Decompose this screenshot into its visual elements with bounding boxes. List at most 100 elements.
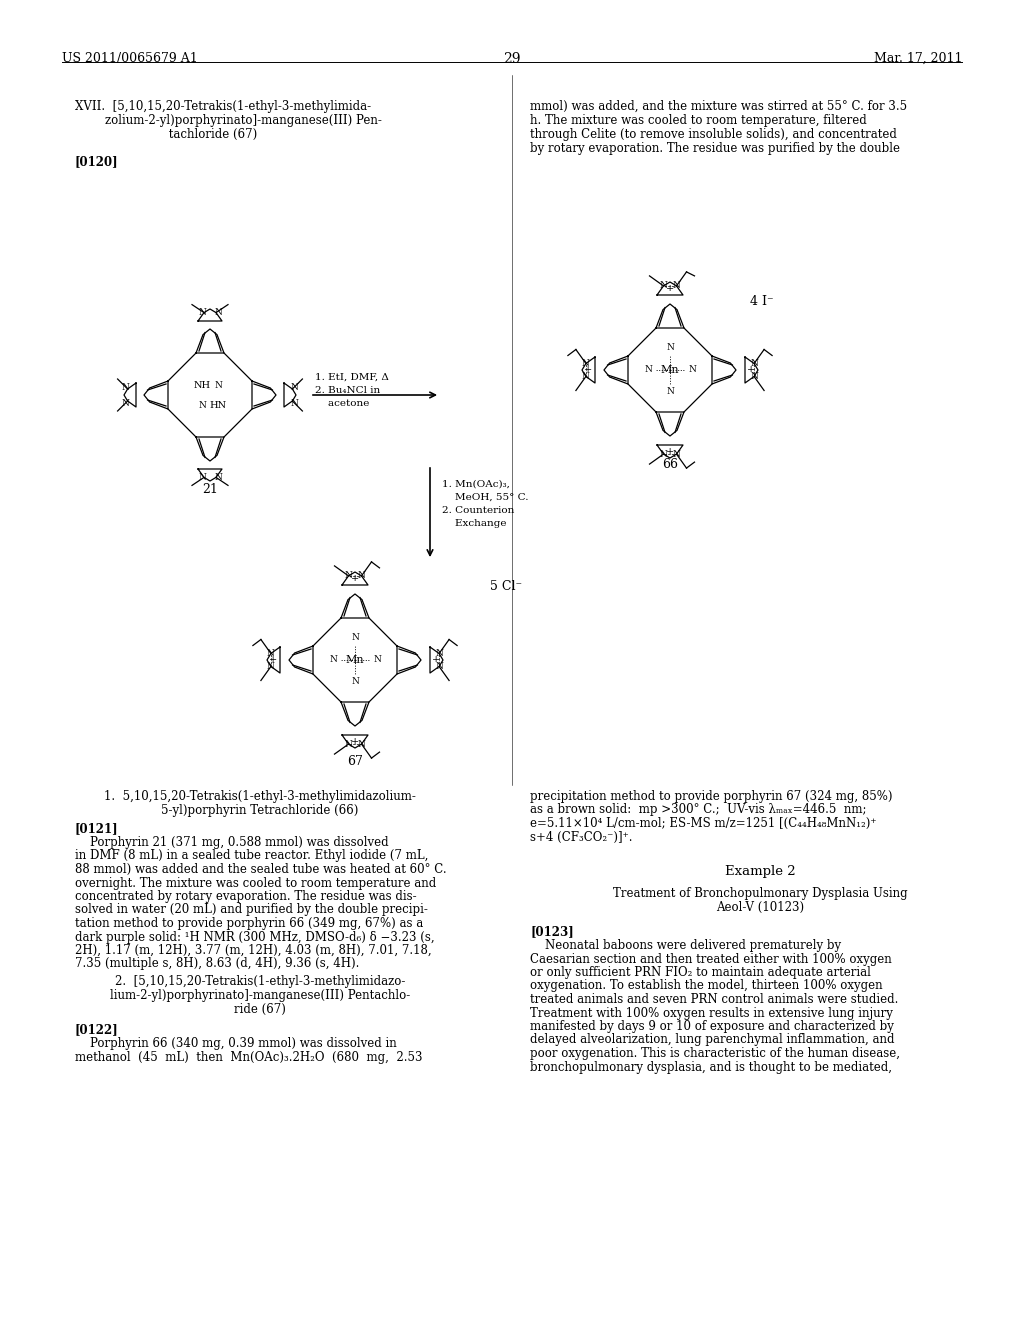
Text: ride (67): ride (67)	[234, 1003, 286, 1016]
Text: N: N	[688, 366, 696, 375]
Text: +: +	[666, 447, 674, 455]
Text: 29: 29	[503, 51, 521, 66]
Text: N: N	[666, 388, 674, 396]
Text: zolium-2-yl)porphyrinato]-manganese(III) Pen-: zolium-2-yl)porphyrinato]-manganese(III)…	[75, 114, 382, 127]
Text: Example 2: Example 2	[725, 865, 796, 878]
Text: by rotary evaporation. The residue was purified by the double: by rotary evaporation. The residue was p…	[530, 143, 900, 154]
Text: +: +	[666, 284, 674, 293]
Text: N: N	[198, 308, 206, 317]
Text: 2H), 1.17 (m, 12H), 3.77 (m, 12H), 4.03 (m, 8H), 7.01, 7.18,: 2H), 1.17 (m, 12H), 3.77 (m, 12H), 4.03 …	[75, 944, 432, 957]
Text: e=5.11×10⁴ L/cm-mol; ES-MS m/z=1251 [(C₄₄H₄₈MnN₁₂)⁺: e=5.11×10⁴ L/cm-mol; ES-MS m/z=1251 [(C₄…	[530, 817, 877, 830]
Text: N: N	[344, 572, 352, 581]
Text: lium-2-yl)porphyrinato]-manganese(III) Pentachlo-: lium-2-yl)porphyrinato]-manganese(III) P…	[110, 989, 411, 1002]
Text: Mn: Mn	[660, 366, 679, 375]
Text: N: N	[582, 372, 590, 381]
Text: Treatment of Bronchopulmonary Dysplasia Using: Treatment of Bronchopulmonary Dysplasia …	[612, 887, 907, 900]
Text: 7.35 (multiple s, 8H), 8.63 (d, 4H), 9.36 (s, 4H).: 7.35 (multiple s, 8H), 8.63 (d, 4H), 9.3…	[75, 957, 359, 970]
Text: through Celite (to remove insoluble solids), and concentrated: through Celite (to remove insoluble soli…	[530, 128, 897, 141]
Text: [0120]: [0120]	[75, 154, 119, 168]
Text: as a brown solid:  mp >300° C.;  UV-vis λₘₐₓ=446.5  nm;: as a brown solid: mp >300° C.; UV-vis λₘ…	[530, 804, 866, 817]
Text: N: N	[644, 366, 652, 375]
Text: NH: NH	[194, 380, 211, 389]
Text: N: N	[198, 400, 206, 409]
Text: Porphyrin 66 (340 mg, 0.39 mmol) was dissolved in: Porphyrin 66 (340 mg, 0.39 mmol) was dis…	[75, 1038, 396, 1049]
Text: Mn: Mn	[346, 655, 365, 665]
Text: 5 Cl⁻: 5 Cl⁻	[490, 579, 522, 593]
Text: 67: 67	[347, 755, 362, 768]
Text: N: N	[357, 572, 366, 581]
Text: US 2011/0065679 A1: US 2011/0065679 A1	[62, 51, 198, 65]
Text: poor oxygenation. This is characteristic of the human disease,: poor oxygenation. This is characteristic…	[530, 1047, 900, 1060]
Text: or only sufficient PRN FIO₂ to maintain adequate arterial: or only sufficient PRN FIO₂ to maintain …	[530, 966, 870, 979]
Text: N: N	[351, 677, 359, 686]
Text: [0122]: [0122]	[75, 1023, 119, 1036]
Text: tachloride (67): tachloride (67)	[75, 128, 257, 141]
Text: solved in water (20 mL) and purified by the double precipi-: solved in water (20 mL) and purified by …	[75, 903, 428, 916]
Text: N: N	[351, 634, 359, 643]
Text: N: N	[267, 663, 274, 671]
Text: 4 I⁻: 4 I⁻	[750, 294, 773, 308]
Text: N: N	[357, 739, 366, 748]
Text: +: +	[432, 656, 440, 664]
Text: precipitation method to provide porphyrin 67 (324 mg, 85%): precipitation method to provide porphyri…	[530, 789, 893, 803]
Text: N: N	[373, 656, 381, 664]
Text: 5-yl)porphyrin Tetrachloride (66): 5-yl)porphyrin Tetrachloride (66)	[162, 804, 358, 817]
Text: 66: 66	[662, 458, 678, 471]
Text: XVII.  [5,10,15,20-Tetrakis(1-ethyl-3-methylimida-: XVII. [5,10,15,20-Tetrakis(1-ethyl-3-met…	[75, 100, 371, 114]
Text: mmol) was added, and the mixture was stirred at 55° C. for 3.5: mmol) was added, and the mixture was sti…	[530, 100, 907, 114]
Text: +: +	[351, 574, 359, 583]
Text: Porphyrin 21 (371 mg, 0.588 mmol) was dissolved: Porphyrin 21 (371 mg, 0.588 mmol) was di…	[75, 836, 389, 849]
Text: Neonatal baboons were delivered prematurely by: Neonatal baboons were delivered prematur…	[530, 939, 841, 952]
Text: N: N	[329, 656, 337, 664]
Text: oxygenation. To establish the model, thirteen 100% oxygen: oxygenation. To establish the model, thi…	[530, 979, 883, 993]
Text: bronchopulmonary dysplasia, and is thought to be mediated,: bronchopulmonary dysplasia, and is thoug…	[530, 1060, 892, 1073]
Text: Aeol-V (10123): Aeol-V (10123)	[716, 902, 804, 913]
Text: Caesarian section and then treated either with 100% oxygen: Caesarian section and then treated eithe…	[530, 953, 892, 965]
Text: 1.  5,10,15,20-Tetrakis(1-ethyl-3-methylimidazolium-: 1. 5,10,15,20-Tetrakis(1-ethyl-3-methyli…	[104, 789, 416, 803]
Text: h. The mixture was cooled to room temperature, filtered: h. The mixture was cooled to room temper…	[530, 114, 866, 127]
Text: N: N	[214, 473, 222, 482]
Text: N: N	[659, 281, 668, 290]
Text: s+4 (CF₃CO₂⁻)]⁺.: s+4 (CF₃CO₂⁻)]⁺.	[530, 830, 633, 843]
Text: N: N	[122, 399, 130, 408]
Text: N: N	[435, 649, 443, 657]
Text: [0121]: [0121]	[75, 822, 119, 836]
Text: acetone: acetone	[315, 399, 370, 408]
Text: N: N	[344, 739, 352, 748]
Text: dark purple solid: ¹H NMR (300 MHz, DMSO-d₆) δ −3.23 (s,: dark purple solid: ¹H NMR (300 MHz, DMSO…	[75, 931, 434, 944]
Text: +: +	[351, 737, 359, 746]
Text: N: N	[751, 359, 758, 368]
Text: manifested by days 9 or 10 of exposure and characterized by: manifested by days 9 or 10 of exposure a…	[530, 1020, 894, 1034]
Text: N: N	[122, 383, 130, 392]
Text: +: +	[585, 366, 593, 375]
Text: [0123]: [0123]	[530, 925, 573, 939]
Text: HN: HN	[210, 400, 226, 409]
Text: delayed alveolarization, lung parenchymal inflammation, and: delayed alveolarization, lung parenchyma…	[530, 1034, 895, 1047]
Text: N: N	[291, 399, 298, 408]
Text: 2. Bu₄NCl in: 2. Bu₄NCl in	[315, 385, 380, 395]
Text: 2. Counterion: 2. Counterion	[442, 506, 514, 515]
Text: N: N	[751, 372, 758, 381]
Text: tation method to provide porphyrin 66 (349 mg, 67%) as a: tation method to provide porphyrin 66 (3…	[75, 917, 423, 931]
Text: Exchange: Exchange	[442, 519, 507, 528]
Text: N: N	[214, 308, 222, 317]
Text: +: +	[748, 366, 756, 375]
Text: 1. EtI, DMF, Δ: 1. EtI, DMF, Δ	[315, 374, 389, 381]
Text: Treatment with 100% oxygen results in extensive lung injury: Treatment with 100% oxygen results in ex…	[530, 1006, 893, 1019]
Text: concentrated by rotary evaporation. The residue was dis-: concentrated by rotary evaporation. The …	[75, 890, 417, 903]
Text: in DMF (8 mL) in a sealed tube reactor. Ethyl iodide (7 mL,: in DMF (8 mL) in a sealed tube reactor. …	[75, 850, 428, 862]
Text: N: N	[214, 380, 222, 389]
Text: 88 mmol) was added and the sealed tube was heated at 60° C.: 88 mmol) was added and the sealed tube w…	[75, 863, 446, 876]
Text: N: N	[198, 473, 206, 482]
Text: treated animals and seven PRN control animals were studied.: treated animals and seven PRN control an…	[530, 993, 898, 1006]
Text: N: N	[291, 383, 298, 392]
Text: +: +	[269, 656, 278, 664]
Text: N: N	[267, 649, 274, 657]
Text: Mar. 17, 2011: Mar. 17, 2011	[873, 51, 962, 65]
Text: 2.  [5,10,15,20-Tetrakis(1-ethyl-3-methylimidazo-: 2. [5,10,15,20-Tetrakis(1-ethyl-3-methyl…	[115, 975, 406, 987]
Text: N: N	[659, 450, 668, 458]
Text: N: N	[582, 359, 590, 368]
Text: 1. Mn(OAc)₃,: 1. Mn(OAc)₃,	[442, 480, 510, 488]
Text: MeOH, 55° C.: MeOH, 55° C.	[442, 492, 528, 502]
Text: methanol  (45  mL)  then  Mn(OAc)₃.2H₂O  (680  mg,  2.53: methanol (45 mL) then Mn(OAc)₃.2H₂O (680…	[75, 1051, 423, 1064]
